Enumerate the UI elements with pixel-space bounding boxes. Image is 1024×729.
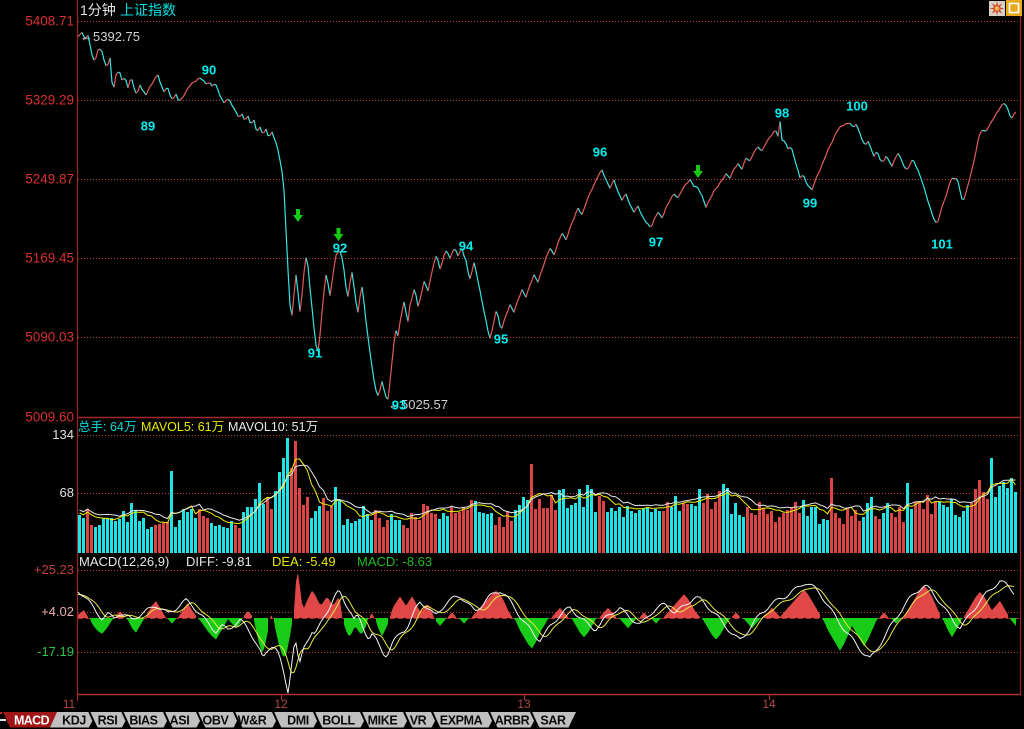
svg-text:+4.02: +4.02: [41, 604, 74, 619]
svg-text:总手: 64万: 总手: 64万: [78, 420, 136, 434]
svg-text:DIFF: -9.81: DIFF: -9.81: [186, 554, 252, 569]
svg-text:-17.19: -17.19: [37, 644, 74, 659]
svg-text:89: 89: [141, 119, 155, 134]
svg-text:11: 11: [63, 697, 76, 711]
svg-text:98: 98: [775, 106, 789, 121]
svg-text:OBV: OBV: [203, 714, 230, 728]
svg-text:96: 96: [593, 145, 607, 160]
svg-text:DEA: -5.49: DEA: -5.49: [272, 554, 336, 569]
svg-text:5009.60: 5009.60: [25, 410, 74, 425]
svg-text:DMI: DMI: [287, 714, 309, 728]
svg-text:VR: VR: [410, 714, 427, 728]
svg-text:SAR: SAR: [540, 714, 566, 728]
svg-text:94: 94: [459, 239, 474, 254]
svg-text:5329.29: 5329.29: [25, 93, 74, 108]
svg-text:MACD(12,26,9): MACD(12,26,9): [79, 554, 169, 569]
svg-text:ASI: ASI: [170, 714, 190, 728]
svg-text:+25.23: +25.23: [34, 562, 74, 577]
svg-text:W&R: W&R: [238, 714, 267, 728]
svg-text:101: 101: [931, 237, 953, 252]
svg-text:MIKE: MIKE: [368, 714, 398, 728]
svg-text:MAVOL10: 51万: MAVOL10: 51万: [228, 420, 318, 434]
svg-text:←5025.57: ←5025.57: [388, 397, 448, 412]
svg-text:99: 99: [803, 196, 817, 211]
svg-text:5169.45: 5169.45: [25, 251, 74, 266]
svg-text:MACD: MACD: [14, 714, 50, 728]
svg-text:92: 92: [333, 241, 347, 256]
svg-text:MACD: -8.63: MACD: -8.63: [357, 554, 432, 569]
svg-text:5249.87: 5249.87: [25, 172, 74, 187]
svg-text:93: 93: [392, 398, 406, 413]
svg-text:ARBR: ARBR: [495, 714, 530, 728]
svg-text:95: 95: [494, 332, 508, 347]
svg-text:100: 100: [846, 99, 868, 114]
svg-text:KDJ: KDJ: [62, 714, 86, 728]
svg-text:97: 97: [649, 235, 663, 250]
svg-text:12: 12: [274, 697, 288, 711]
svg-text:91: 91: [308, 346, 322, 361]
svg-text:EXPMA: EXPMA: [440, 714, 483, 728]
svg-text:13: 13: [517, 697, 531, 711]
svg-text:5090.03: 5090.03: [25, 330, 74, 345]
svg-text:90: 90: [202, 63, 216, 78]
svg-text:68: 68: [60, 485, 74, 500]
svg-text:BOLL: BOLL: [322, 714, 355, 728]
svg-text:RSI: RSI: [98, 714, 118, 728]
svg-text:←5392.75: ←5392.75: [80, 29, 140, 44]
svg-text:BIAS: BIAS: [129, 714, 157, 728]
svg-text:MAVOL5: 61万: MAVOL5: 61万: [141, 420, 224, 434]
svg-text:14: 14: [762, 697, 776, 711]
svg-text:5408.71: 5408.71: [25, 14, 74, 29]
svg-text:134: 134: [52, 427, 74, 442]
svg-text:1分钟: 1分钟: [80, 2, 116, 18]
svg-text:上证指数: 上证指数: [120, 2, 176, 18]
